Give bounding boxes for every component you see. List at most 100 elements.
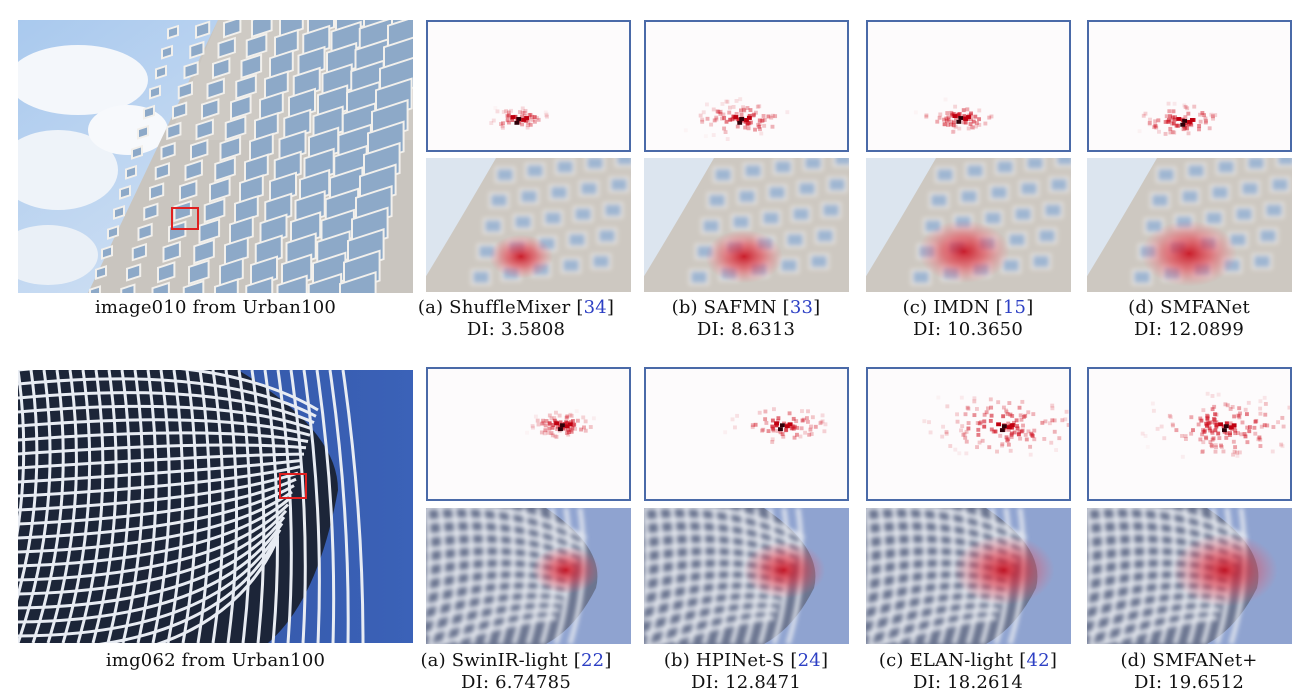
attribution-pixel <box>1202 430 1207 434</box>
window <box>137 124 149 140</box>
attribution-pixel <box>795 432 799 437</box>
attribution-pixel <box>1168 126 1173 131</box>
attribution-pixel <box>820 419 825 424</box>
attribution-pixel <box>588 425 593 429</box>
citation-link[interactable]: 42 <box>1026 650 1050 671</box>
attribution-pixel <box>807 432 812 437</box>
attribution-pixel <box>1279 442 1284 447</box>
attribution-pixel <box>1153 119 1158 124</box>
window <box>155 64 167 80</box>
attribution-pixel <box>552 416 557 421</box>
attribution-pixel <box>1032 428 1037 433</box>
attribution-pixel <box>808 427 813 432</box>
attribution-pixel <box>1203 120 1208 125</box>
attribution-pixel <box>704 134 708 138</box>
attribution-peak <box>1176 117 1182 121</box>
attribution-pixel <box>1236 431 1240 435</box>
citation-link[interactable]: 15 <box>1002 297 1027 318</box>
attribution-pixel <box>1151 408 1156 413</box>
source-caption-row2: img062 from Urban100 <box>105 650 326 671</box>
attribution-pixel <box>993 429 998 434</box>
attribution-glow <box>1172 533 1278 607</box>
attribution-pixel <box>1166 101 1171 106</box>
attribution-pixel <box>948 119 953 124</box>
attribution-pixel <box>1153 124 1158 128</box>
attribution-pixel <box>770 424 775 429</box>
attribution-pixel <box>1248 425 1252 430</box>
attribution-pixel <box>1018 436 1023 441</box>
attribution-pixel <box>1148 117 1152 122</box>
attribution-pixel <box>1203 116 1208 121</box>
attribution-pixel <box>950 112 955 117</box>
attribution-pixel <box>1210 429 1214 434</box>
attribution-pixel <box>569 420 574 425</box>
attribution-pixel <box>1173 115 1177 120</box>
attribution-map-1b <box>698 97 790 141</box>
attribution-pixel <box>810 415 815 420</box>
attribution-pixel <box>963 435 968 440</box>
attribution-pixel <box>1183 437 1188 441</box>
attribution-pixel <box>778 430 783 435</box>
attribution-pixel <box>1210 444 1214 449</box>
attribution-pixel <box>1217 436 1222 441</box>
attribution-pixel <box>579 427 584 432</box>
citation-link[interactable]: 24 <box>797 650 821 671</box>
attribution-peak <box>1189 118 1195 122</box>
attribution-pixel <box>961 120 966 125</box>
attribution-pixel <box>1001 414 1006 419</box>
attribution-pixel <box>725 137 730 141</box>
attribution-pixel <box>1237 406 1242 411</box>
attribution-pixel <box>964 429 969 434</box>
attribution-pixel <box>806 409 810 414</box>
attribution-glow <box>918 220 1010 284</box>
facade-line <box>211 370 225 643</box>
attribution-glow <box>488 234 554 279</box>
attribution-pixel <box>757 124 762 129</box>
attribution-pixel <box>501 110 506 114</box>
facade-line <box>18 490 293 554</box>
attribution-pixel <box>977 108 982 113</box>
attribution-pixel <box>1026 429 1031 434</box>
attribution-pixel <box>974 121 979 125</box>
attribution-pixel <box>720 102 725 106</box>
attribution-peak <box>1231 423 1237 428</box>
attribution-pixel <box>1200 111 1205 115</box>
attribution-pixel <box>1214 424 1219 429</box>
attribution-pixel <box>753 127 757 132</box>
attribution-pixel <box>922 419 927 424</box>
attribution-pixel <box>1233 431 1238 436</box>
attribution-pixel <box>1242 432 1247 436</box>
attribution-pixel <box>506 110 511 115</box>
window <box>214 156 236 183</box>
attribution-pixel <box>709 122 714 127</box>
attribution-pixel <box>763 417 768 422</box>
attribution-peak <box>521 118 527 122</box>
citation-link[interactable]: 33 <box>789 297 814 318</box>
attribution-pixel <box>795 425 800 430</box>
attribution-pixel <box>1015 424 1019 428</box>
attribution-pixel <box>951 129 956 134</box>
attribution-peak <box>952 114 958 118</box>
attribution-pixel <box>1212 421 1217 425</box>
attribution-pixel <box>1020 399 1025 404</box>
attribution-pixel <box>495 109 500 114</box>
facade-line <box>136 370 158 643</box>
attribution-pixel <box>1262 423 1267 428</box>
attribution-pixel <box>1192 104 1197 109</box>
overlay-crop-2c <box>866 508 1071 644</box>
citation-link[interactable]: 22 <box>581 650 605 671</box>
attribution-pixel <box>976 432 981 437</box>
attribution-pixel <box>957 126 962 131</box>
citation-link[interactable]: 34 <box>583 297 607 318</box>
attribution-pixel <box>1208 428 1213 433</box>
facade-line <box>106 370 131 643</box>
attribution-pixel <box>791 416 796 421</box>
attribution-pixel <box>1030 433 1035 438</box>
attribution-pixel <box>1017 429 1022 434</box>
facade-line <box>98 535 280 643</box>
attribution-pixel <box>1168 130 1173 135</box>
attribution-pixel <box>1208 440 1213 444</box>
attribution-pixel <box>948 444 953 448</box>
attribution-pixel <box>1198 119 1203 124</box>
attribution-pixel <box>718 110 723 114</box>
